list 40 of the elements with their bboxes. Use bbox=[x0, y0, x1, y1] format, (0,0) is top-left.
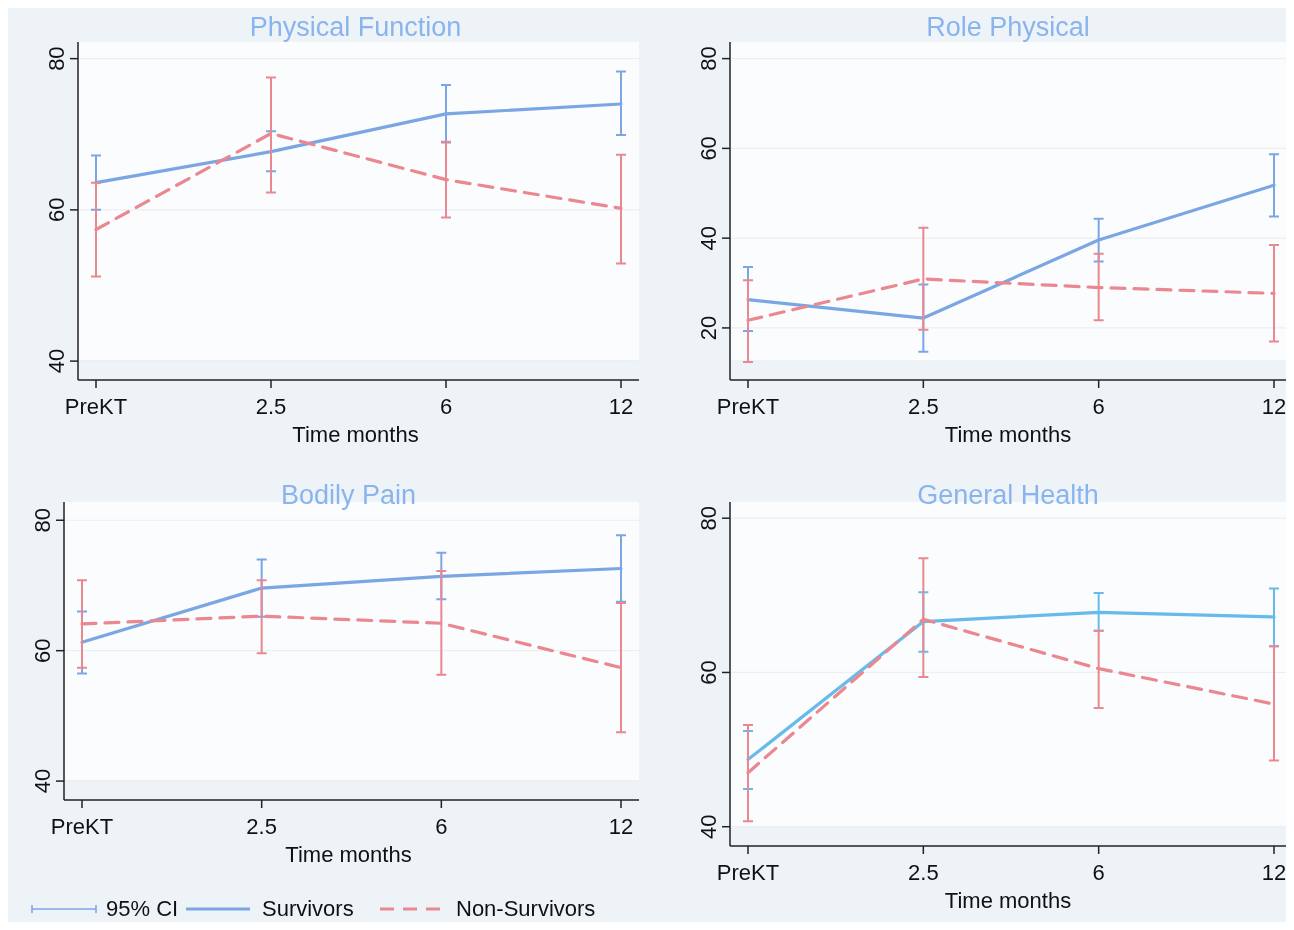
y-tick-label: 60 bbox=[696, 660, 721, 685]
x-tick-label: 2.5 bbox=[255, 394, 287, 419]
legend-label: Non-Survivors bbox=[456, 896, 596, 921]
y-tick-label: 80 bbox=[30, 508, 55, 533]
x-axis-title: Time months bbox=[944, 888, 1072, 913]
y-tick-label: 80 bbox=[696, 46, 721, 71]
x-tick-label: PreKT bbox=[64, 394, 128, 419]
x-tick-label: PreKT bbox=[50, 814, 114, 839]
x-tick-label: 2.5 bbox=[246, 814, 277, 839]
x-tick-label: 6 bbox=[439, 394, 453, 419]
x-tick-label: 6 bbox=[1092, 394, 1105, 419]
x-tick-label: PreKT bbox=[716, 860, 780, 885]
chart-title: Physical Function bbox=[249, 12, 462, 42]
x-tick-label: 2.5 bbox=[908, 860, 939, 885]
y-tick-label: 80 bbox=[44, 46, 69, 71]
x-tick-label: 12 bbox=[608, 394, 634, 419]
x-axis-title: Time months bbox=[944, 422, 1072, 447]
y-tick-label: 40 bbox=[30, 768, 55, 794]
x-tick-label: 6 bbox=[435, 814, 448, 839]
x-tick-label: PreKT bbox=[716, 394, 780, 419]
y-tick-label: 40 bbox=[696, 225, 721, 251]
x-axis-title: Time months bbox=[285, 842, 412, 867]
x-tick-label: 2.5 bbox=[908, 394, 939, 419]
x-tick-label: 6 bbox=[1092, 860, 1105, 885]
chart-title: Bodily Pain bbox=[280, 480, 417, 510]
chart-title: Role Physical bbox=[926, 12, 1090, 42]
chart-title: General Health bbox=[917, 480, 1099, 510]
legend-title: 95% CI bbox=[106, 896, 179, 921]
x-tick-label: 12 bbox=[1261, 860, 1287, 885]
y-tick-label: 80 bbox=[696, 505, 721, 531]
x-tick-label: 12 bbox=[608, 814, 634, 839]
y-tick-label: 60 bbox=[30, 638, 55, 663]
y-tick-label: 40 bbox=[44, 348, 69, 374]
y-tick-label: 60 bbox=[44, 197, 69, 223]
x-tick-label: 12 bbox=[1261, 394, 1287, 419]
y-tick-label: 40 bbox=[696, 814, 721, 839]
legend-label: Survivors bbox=[262, 896, 354, 921]
y-tick-label: 60 bbox=[696, 136, 721, 161]
y-tick-label: 20 bbox=[696, 315, 721, 341]
x-axis-title: Time months bbox=[292, 422, 419, 447]
